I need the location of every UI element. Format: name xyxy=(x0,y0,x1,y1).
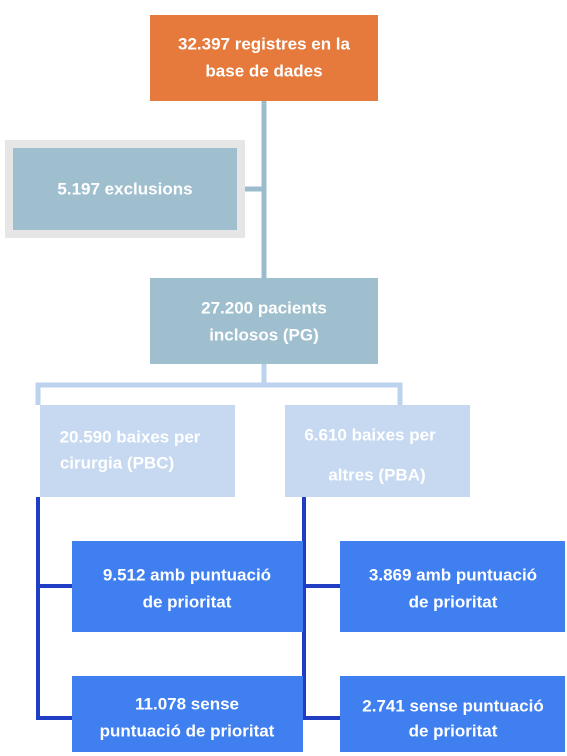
box xyxy=(72,541,303,632)
node-label: 6.610 baixes per xyxy=(304,425,436,444)
node-label: cirurgia (PBC) xyxy=(60,453,174,472)
box xyxy=(340,541,565,632)
box xyxy=(285,405,470,497)
box xyxy=(72,676,303,752)
box xyxy=(150,15,378,101)
node-label: puntuació de prioritat xyxy=(100,721,275,740)
box xyxy=(13,148,237,230)
node-label: 27.200 pacients xyxy=(201,298,327,317)
box xyxy=(150,278,378,364)
node-label: 11.078 sense xyxy=(135,694,239,713)
node-label: 9.512 amb puntuació xyxy=(103,565,271,584)
node-label: 32.397 registres en la xyxy=(178,34,351,53)
connector xyxy=(302,497,340,720)
connectors xyxy=(35,101,403,720)
connector xyxy=(36,497,72,720)
node-label: de prioritat xyxy=(409,592,498,611)
box xyxy=(340,676,565,752)
node-label: 5.197 exclusions xyxy=(57,179,192,198)
node-label: altres (PBA) xyxy=(328,465,425,484)
box xyxy=(40,405,235,497)
node-label: inclosos (PG) xyxy=(209,325,319,344)
node-label: de prioritat xyxy=(143,592,232,611)
node-label: 3.869 amb puntuació xyxy=(369,565,537,584)
node-label: de prioritat xyxy=(409,721,498,740)
node-label: 20.590 baixes per xyxy=(60,427,201,446)
node-label: base de dades xyxy=(205,61,322,80)
node-label: 2.741 sense puntuació xyxy=(362,696,543,715)
